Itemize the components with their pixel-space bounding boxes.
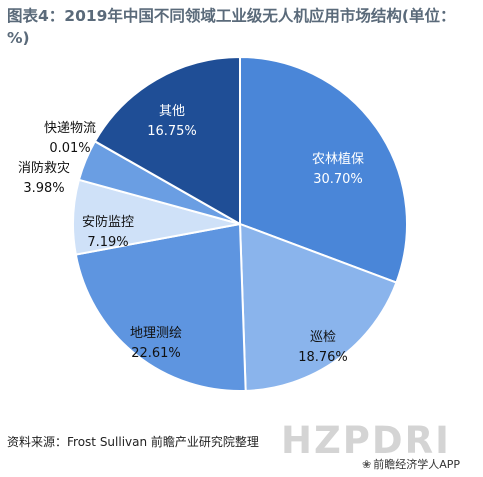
slice-label-4: 消防救灾: [18, 160, 70, 176]
chart-title: 图表4：2019年中国不同领域工业级无人机应用市场结构(单位：%): [7, 7, 456, 47]
pie-slice-0: [239, 55, 408, 284]
app-credit: ❀ 前瞻经济学人APP: [362, 456, 460, 472]
brand-logo: HZPDRI: [281, 419, 451, 462]
slice-value-3: 7.19%: [87, 235, 128, 250]
slice-label-5: 快递物流: [44, 121, 96, 136]
slice-value-4: 3.98%: [23, 181, 64, 196]
slice-label-3: 安防监控: [82, 214, 134, 230]
credit-text: 前瞻经济学人APP: [373, 458, 461, 471]
slice-value-0: 30.70%: [313, 172, 363, 187]
slice-label-1: 巡检: [310, 330, 336, 345]
pie-slice-6: [93, 55, 241, 226]
slice-value-2: 22.61%: [131, 346, 181, 361]
slice-value-6: 16.75%: [147, 124, 197, 139]
slice-value-1: 18.76%: [298, 350, 348, 365]
slice-value-5: 0.01%: [49, 141, 90, 156]
paw-icon: ❀: [362, 458, 372, 471]
slice-label-6: 其他: [159, 104, 185, 119]
slice-label-2: 地理测绘: [130, 326, 182, 341]
source-note: 资料来源：Frost Sullivan 前瞻产业研究院整理: [7, 435, 259, 449]
slice-label-0: 农林植保: [312, 152, 364, 167]
pie-slice-2: [74, 222, 247, 392]
pie-slice-1: [238, 222, 398, 392]
